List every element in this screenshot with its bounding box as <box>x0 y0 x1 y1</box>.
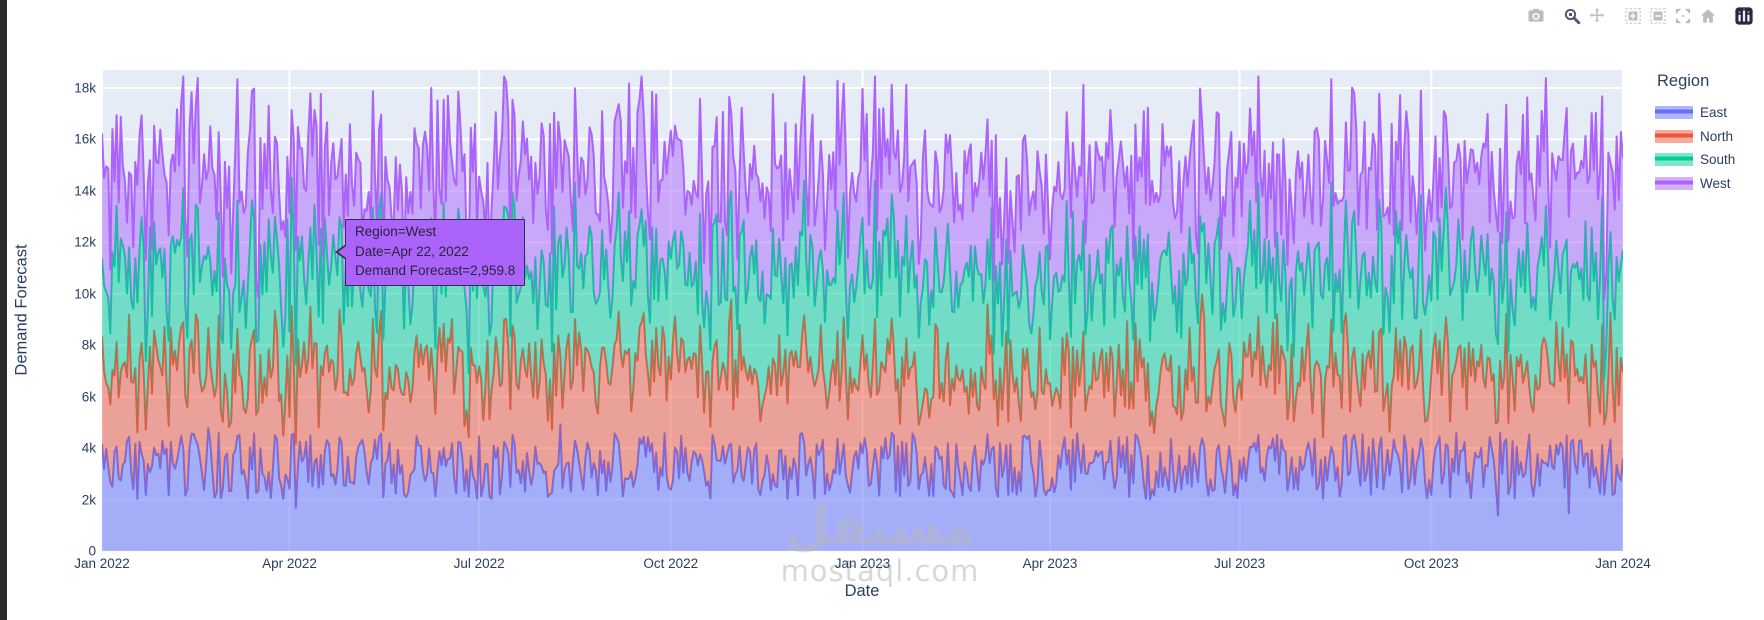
x-axis-tick-label: Jul 2023 <box>1214 556 1266 571</box>
y-axis-tick-label: 14k <box>74 183 96 199</box>
tooltip-value-line: Demand Forecast=2,959.8 <box>355 263 516 278</box>
y-axis-title: Demand Forecast <box>12 244 31 376</box>
tooltip-region-line: Region=West <box>355 224 437 239</box>
autoscale-expand-icon <box>1675 8 1690 23</box>
plotly-logo-icon <box>1734 6 1753 25</box>
legend-item-east[interactable]: East <box>1655 101 1735 125</box>
stacked-area-chart[interactable] <box>102 70 1623 551</box>
x-axis-tick-label: Jul 2022 <box>453 556 505 571</box>
y-axis-tick-label: 10k <box>74 286 96 302</box>
x-axis-title: Date <box>844 582 880 600</box>
y-axis-tick-label: 16k <box>74 131 96 147</box>
legend-swatch-north <box>1655 129 1693 143</box>
download-camera-button[interactable] <box>1523 3 1548 28</box>
y-axis-tick-label: 12k <box>74 234 96 250</box>
pan-mode-button[interactable] <box>1584 3 1609 28</box>
area-line-west <box>102 75 1623 300</box>
y-axis-tick-label: 2k <box>81 492 96 508</box>
screen-left-edge-bar <box>0 0 7 620</box>
y-axis-tick-label: 0 <box>88 543 96 559</box>
x-axis-tick-label: Apr 2023 <box>1022 556 1078 571</box>
legend-item-north[interactable]: North <box>1655 125 1735 149</box>
plotly-modebar <box>1512 3 1756 28</box>
home-icon <box>1700 8 1715 23</box>
legend-swatch-west <box>1655 176 1693 190</box>
camera-icon <box>1528 8 1543 22</box>
hover-tooltip: Region=West Date=Apr 22, 2022 Demand For… <box>334 219 526 286</box>
reset-axes-button[interactable] <box>1695 3 1720 28</box>
area-band-south <box>102 177 1623 444</box>
legend-item-west[interactable]: West <box>1655 172 1735 196</box>
legend-title: Region <box>1657 72 1710 90</box>
legend-swatch-south <box>1655 153 1693 167</box>
pan-arrows-icon <box>1589 7 1604 22</box>
legend-item-south[interactable]: South <box>1655 148 1735 172</box>
legend: Region East North South West <box>1655 72 1735 195</box>
zoom-in-button[interactable] <box>1620 3 1645 28</box>
legend-item-label: South <box>1700 152 1736 168</box>
legend-item-label: North <box>1700 128 1734 144</box>
zoom-mode-button[interactable] <box>1559 3 1584 28</box>
legend-item-label: West <box>1700 175 1731 191</box>
area-band-north <box>102 294 1623 516</box>
tooltip-date-line: Date=Apr 22, 2022 <box>355 243 469 259</box>
x-axis-tick-label: Apr 2022 <box>262 556 317 571</box>
x-axis-tick-label: Jan 2023 <box>834 556 891 571</box>
plotly-logo-button[interactable] <box>1731 3 1756 28</box>
y-axis-tick-label: 18k <box>74 80 96 96</box>
y-axis-tick-label: 6k <box>81 389 96 405</box>
magnifier-zoom-icon <box>1564 8 1580 24</box>
legend-swatch-east <box>1655 106 1693 120</box>
y-axis-tick-label: 4k <box>81 440 96 456</box>
x-axis-tick-label: Jan 2024 <box>1595 556 1651 571</box>
legend-item-label: East <box>1700 105 1728 121</box>
area-band-east <box>102 424 1623 551</box>
x-axis-tick-label: Jan 2022 <box>74 556 130 571</box>
zoom-out-button[interactable] <box>1645 3 1670 28</box>
autoscale-button[interactable] <box>1670 3 1695 28</box>
x-axis-tick-label: Oct 2023 <box>1403 556 1459 571</box>
zoom-out-icon <box>1649 7 1666 24</box>
x-axis-tick-label: Oct 2022 <box>643 556 699 571</box>
y-axis-tick-label: 8k <box>81 337 96 353</box>
zoom-in-icon <box>1624 7 1641 24</box>
